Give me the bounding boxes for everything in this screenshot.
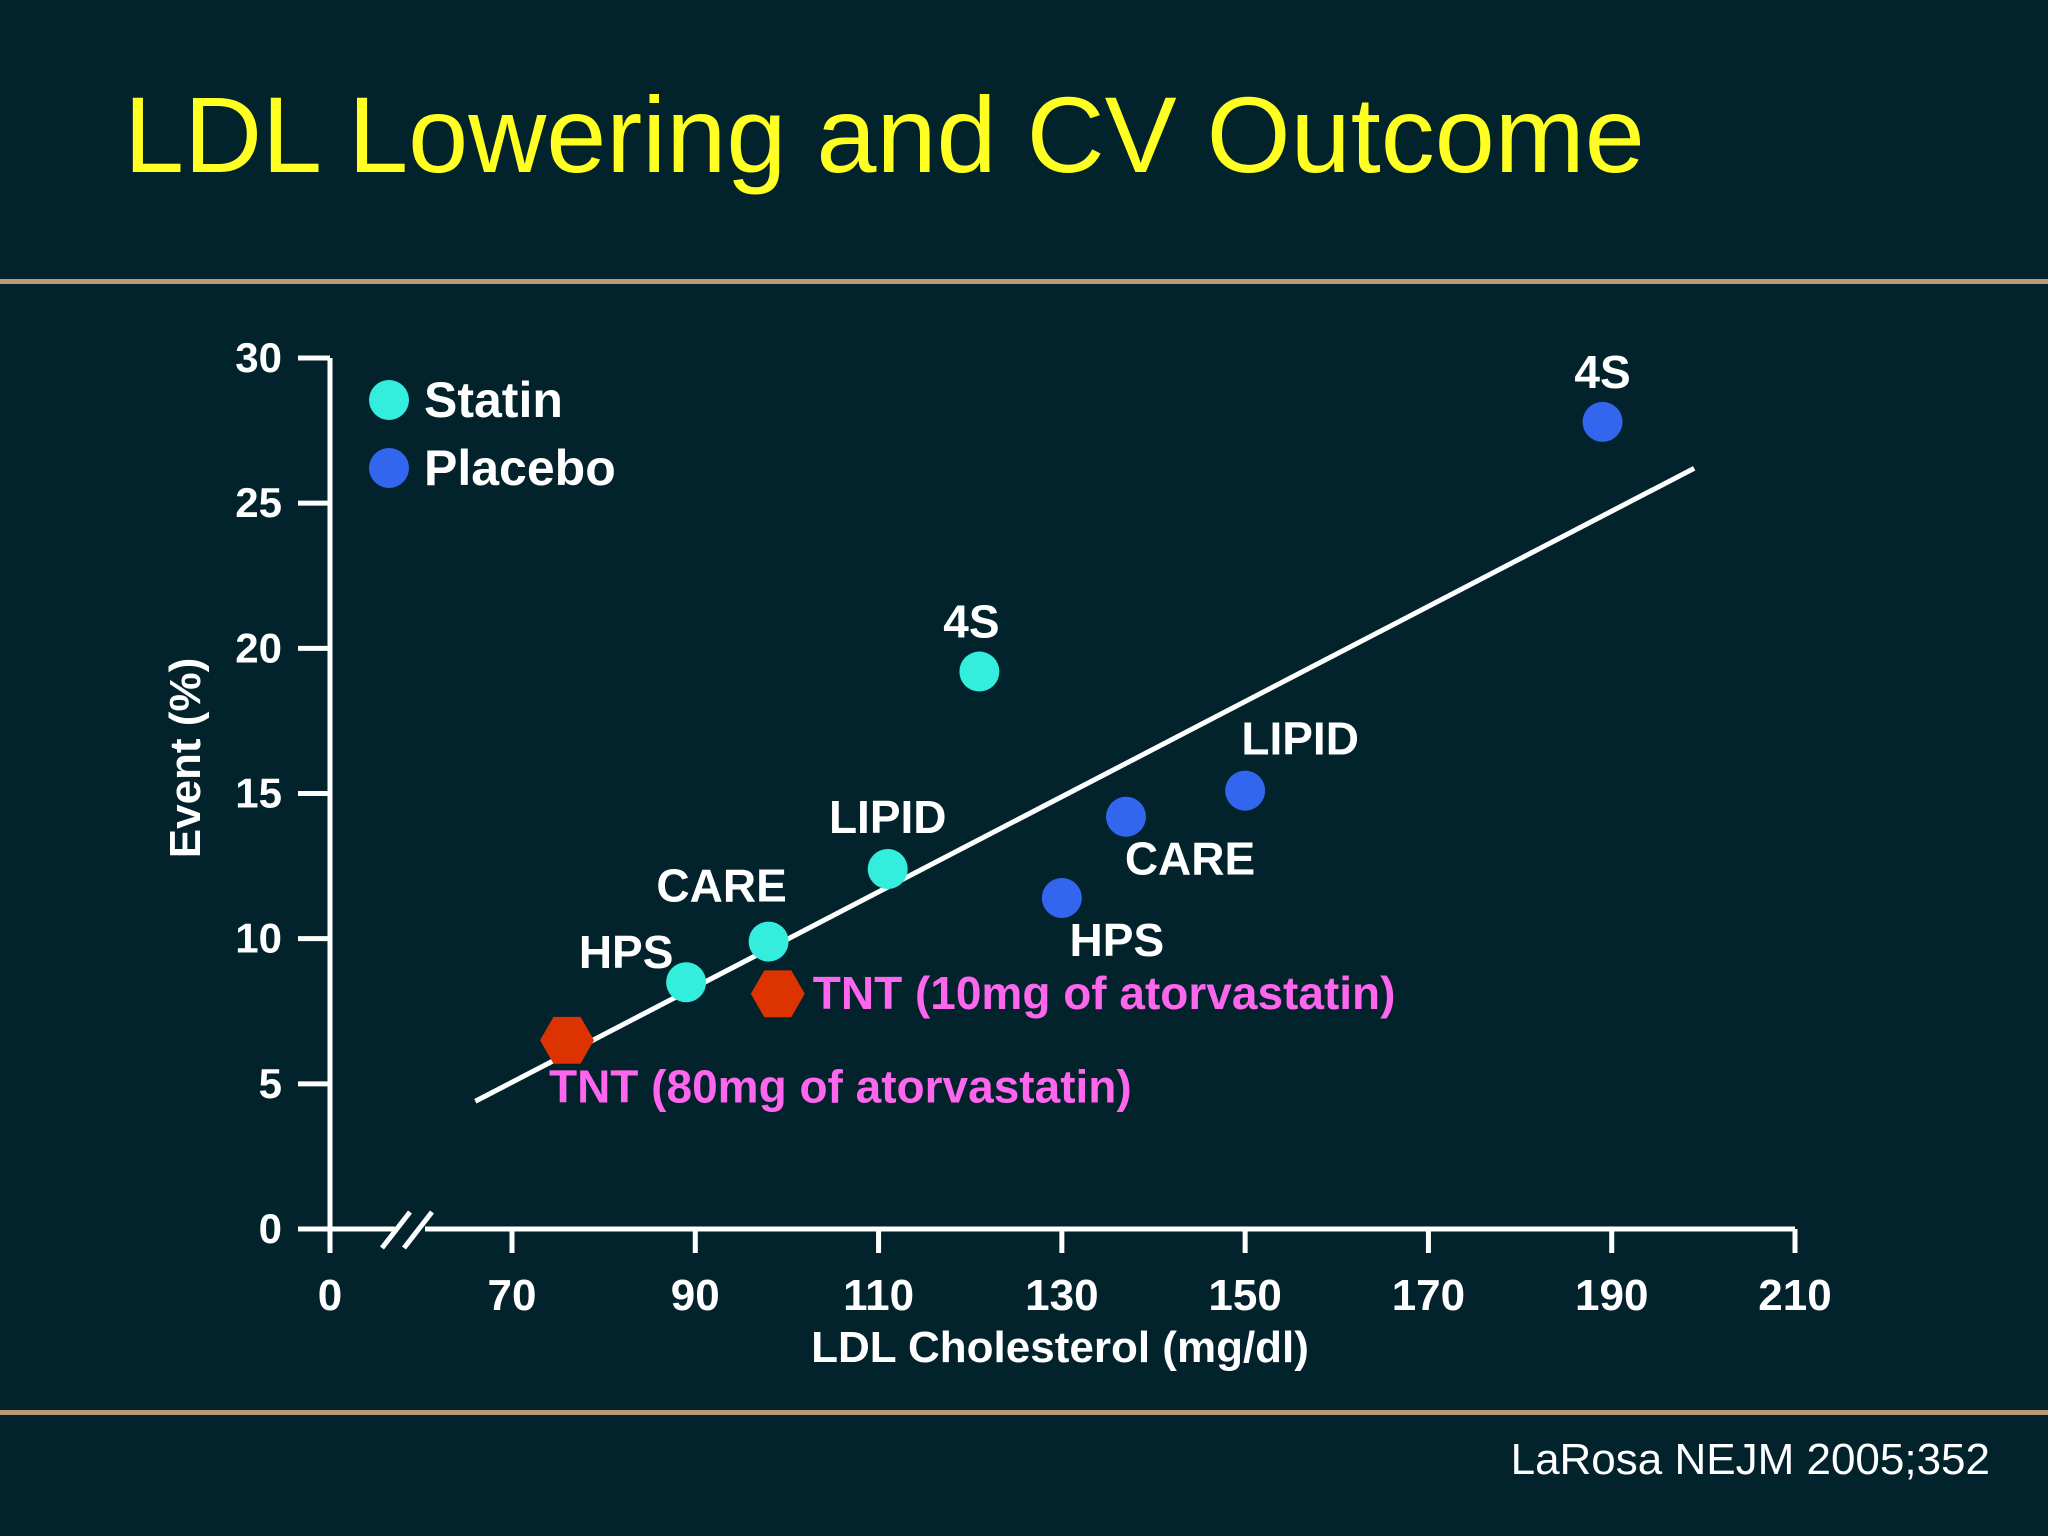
placebo-point [1106, 796, 1147, 837]
tnt-point-label: TNT (80mg of atorvastatin) [549, 1060, 1132, 1112]
y-tick-label: 20 [235, 624, 282, 671]
placebo-point [1041, 878, 1082, 919]
y-tick-label: 15 [235, 770, 282, 817]
y-tick-label: 30 [235, 334, 282, 381]
x-tick-label: 110 [843, 1271, 914, 1320]
placebo-point [1225, 770, 1266, 811]
placebo-point-label: 4S [1574, 346, 1630, 398]
axis-break-mark [402, 1210, 434, 1250]
y-axis-title: Event (%) [161, 658, 210, 858]
legend-label-statin: Statin [424, 372, 563, 428]
x-axis-title: LDL Cholesterol (mg/dl) [811, 1323, 1309, 1372]
x-tick-label: 90 [671, 1271, 720, 1320]
statin-point-label: HPS [579, 926, 674, 978]
axis-break-mark [380, 1210, 412, 1250]
bottom-divider [0, 1410, 2048, 1415]
slide-title: LDL Lowering and CV Outcome [124, 74, 1645, 195]
x-tick-label: 170 [1392, 1271, 1465, 1320]
legend-label-placebo: Placebo [424, 440, 616, 496]
statin-point [867, 848, 908, 889]
statin-point-label: LIPID [829, 791, 947, 843]
tnt-point-label: TNT (10mg of atorvastatin) [813, 967, 1396, 1019]
statin-point [959, 651, 1000, 692]
x-tick-label: 190 [1575, 1271, 1648, 1320]
tnt-point [750, 970, 805, 1018]
legend-marker-placebo [369, 448, 409, 488]
legend-marker-statin [369, 380, 409, 420]
y-tick-label: 10 [235, 915, 282, 962]
statin-point-label: 4S [943, 596, 999, 648]
x-tick-label: 70 [488, 1271, 537, 1320]
placebo-point-label: LIPID [1241, 713, 1359, 765]
citation: LaRosa NEJM 2005;352 [1510, 1435, 1990, 1484]
placebo-point-label: HPS [1070, 914, 1165, 966]
x-tick-label: 130 [1025, 1271, 1098, 1320]
placebo-point [1582, 401, 1623, 442]
top-divider [0, 279, 2048, 284]
y-tick-label: 0 [259, 1205, 282, 1252]
y-tick-label: 5 [259, 1060, 282, 1107]
placebo-point-label: CARE [1125, 833, 1255, 885]
tnt-point [540, 1016, 594, 1064]
x-tick-label: 150 [1208, 1271, 1281, 1320]
x-tick-label: 0 [318, 1271, 342, 1320]
y-tick-label: 25 [235, 479, 282, 526]
statin-point [666, 962, 707, 1003]
x-tick-label: 210 [1758, 1271, 1831, 1320]
statin-point [748, 921, 789, 962]
statin-point-label: CARE [656, 860, 786, 912]
